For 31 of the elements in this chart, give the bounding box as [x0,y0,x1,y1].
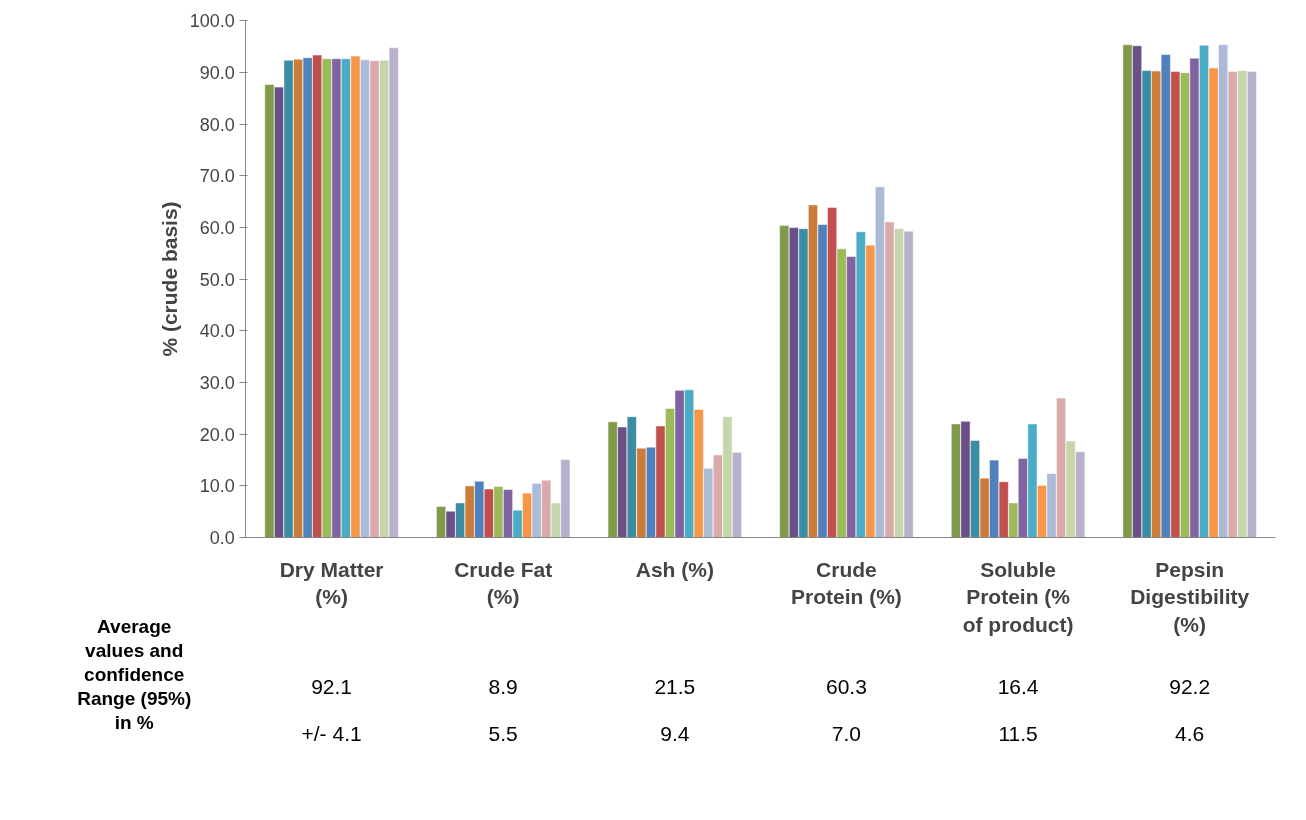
text: 92.1 [311,675,353,699]
y-tick-label: 70.0 [199,166,235,187]
text: 11.5 [998,721,1038,745]
y-axis-title: % (crude basis) [158,201,182,357]
y-tick-label: 60.0 [199,218,235,239]
text: 60.3 [826,675,867,699]
text: Average values and confidence Range (95%) in % [77,615,192,734]
x-tick-label: Pepsin Digestibility (%) [1130,557,1250,636]
text: +/- 4.1 [301,722,362,746]
text: 92.2 [1169,675,1211,699]
x-tick-label: Ash (%) [635,557,714,581]
text: 21.5 [654,675,696,699]
text: 9.4 [660,721,690,745]
text: 4.6 [1175,721,1205,745]
y-tick-label: 30.0 [199,373,235,394]
text: 8.9 [488,675,518,699]
text: 7.0 [831,721,862,745]
x-tick-label: Soluble Protein (% of product) [962,557,1074,636]
y-tick-label: 90.0 [199,63,235,84]
y-tick-label: 80.0 [199,114,235,135]
y-tick-label: 20.0 [199,424,235,445]
x-tick-label: Crude Fat (%) [454,557,553,609]
y-tick-label: 10.0 [199,476,235,497]
x-tick-label: Crude Protein (%) [791,557,902,609]
text: 5.5 [488,721,518,745]
text: 16.4 [997,675,1039,699]
x-tick-label: Dry Matter (%) [279,557,384,609]
y-tick-label: 40.0 [199,321,235,342]
y-tick-label: 0.0 [209,528,235,549]
y-tick-label: 50.0 [199,269,235,290]
y-tick-label: 100.0 [189,11,235,32]
